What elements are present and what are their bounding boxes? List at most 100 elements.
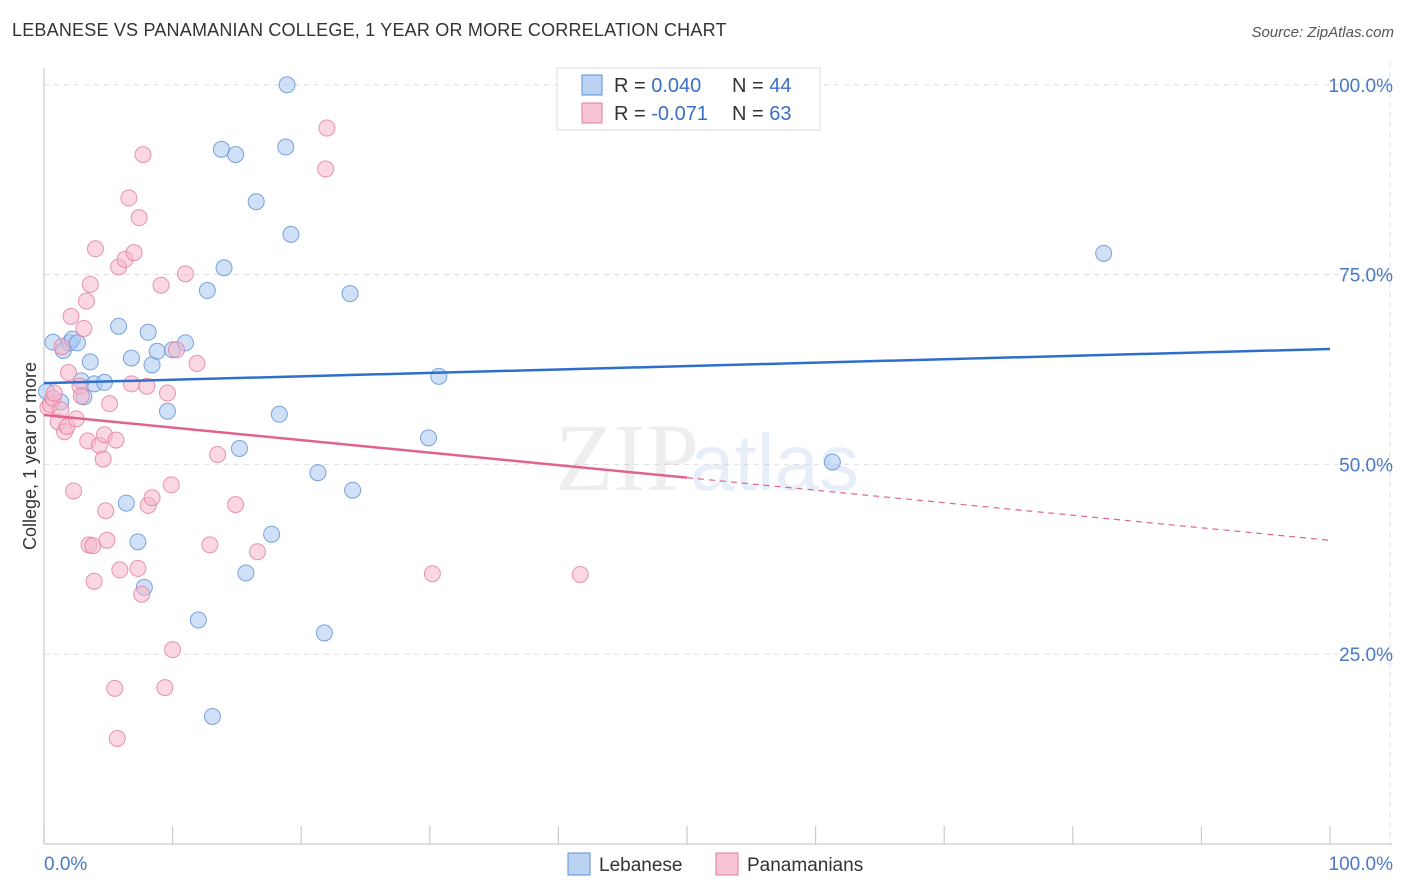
data-point-lebanese (344, 481, 362, 499)
legend-stat: R = -0.071 N = 63 (614, 103, 792, 125)
data-point-panamanians (122, 375, 140, 393)
data-point-panamanians (101, 395, 119, 413)
x-tick-label: 100.0% (1329, 854, 1394, 875)
data-point-panamanians (227, 496, 245, 514)
data-point-panamanians (318, 119, 336, 137)
data-point-lebanese (341, 285, 359, 303)
data-point-panamanians (248, 543, 266, 561)
watermark-zip: ZIP (555, 404, 699, 511)
bottom-legend-label: Lebanese (599, 855, 682, 876)
data-point-lebanese (420, 429, 438, 447)
data-point-panamanians (108, 729, 126, 747)
top-legend: R = 0.040 N = 44 R = -0.071 N = 63 (556, 67, 821, 131)
data-point-panamanians (209, 446, 227, 464)
data-point-lebanese (277, 138, 295, 156)
data-point-panamanians (81, 275, 99, 293)
x-tick-labels: 0.0% 100.0% (44, 854, 1393, 875)
data-point-lebanese (227, 146, 245, 164)
data-point-panamanians (97, 502, 115, 520)
legend-swatch (581, 74, 603, 96)
data-point-panamanians (317, 160, 335, 178)
data-point-panamanians (138, 377, 156, 395)
data-point-lebanese (230, 439, 248, 457)
data-point-lebanese (129, 533, 147, 551)
data-point-panamanians (143, 489, 161, 507)
data-point-lebanese (237, 564, 255, 582)
trend-line-extension (686, 477, 1331, 541)
data-point-panamanians (164, 641, 182, 659)
x-tick-label: 0.0% (44, 854, 87, 875)
data-point-lebanese (139, 323, 157, 341)
data-point-lebanese (117, 494, 135, 512)
trend-line-panamanians (43, 413, 688, 479)
data-point-panamanians (571, 565, 589, 583)
data-point-panamanians (86, 240, 104, 258)
data-point-lebanese (215, 259, 233, 277)
data-point-lebanese (81, 353, 99, 371)
data-point-panamanians (111, 561, 129, 579)
data-point-lebanese (189, 611, 207, 629)
data-point-panamanians (130, 209, 148, 227)
source-label: Source: ZipAtlas.com (1251, 24, 1394, 41)
data-point-panamanians (45, 384, 63, 402)
data-point-panamanians (423, 565, 441, 583)
data-point-panamanians (98, 531, 116, 549)
data-point-panamanians (65, 482, 83, 500)
data-point-panamanians (129, 559, 147, 577)
axes-layer (43, 68, 1392, 845)
bottom-legend-swatch (567, 852, 591, 876)
data-point-lebanese (1095, 244, 1113, 262)
data-point-panamanians (158, 384, 176, 402)
data-point-panamanians (176, 265, 194, 283)
trend-layer (43, 347, 1331, 541)
data-point-lebanese (263, 525, 281, 543)
data-point-panamanians (85, 572, 103, 590)
data-point-panamanians (77, 292, 95, 310)
data-point-panamanians (72, 387, 90, 405)
y-axis-label: College, 1 year or more (20, 362, 40, 550)
data-point-lebanese (278, 76, 296, 94)
data-point-panamanians (107, 431, 125, 449)
data-point-lebanese (158, 402, 176, 420)
bottom-legend-swatch (715, 852, 739, 876)
data-point-lebanese (68, 334, 86, 352)
legend-stat: R = 0.040 N = 44 (614, 75, 792, 97)
data-point-lebanese (122, 349, 140, 367)
data-point-panamanians (162, 476, 180, 494)
chart-title: LEBANESE VS PANAMANIAN COLLEGE, 1 YEAR O… (12, 20, 727, 40)
data-point-lebanese (110, 317, 128, 335)
data-point-panamanians (152, 276, 170, 294)
grid-layer (44, 62, 1391, 844)
y-tick-label: 50.0% (1339, 455, 1393, 476)
data-point-panamanians (201, 536, 219, 554)
data-point-lebanese (203, 707, 221, 725)
data-point-lebanese (270, 405, 288, 423)
data-point-lebanese (148, 342, 166, 360)
y-tick-label: 25.0% (1339, 645, 1393, 666)
data-point-panamanians (120, 189, 138, 207)
data-point-panamanians (106, 679, 124, 697)
data-point-lebanese (309, 464, 327, 482)
y-tick-labels: 25.0% 50.0% 75.0% 100.0% (1329, 76, 1394, 666)
data-point-panamanians (59, 364, 77, 382)
data-point-lebanese (315, 624, 333, 642)
data-point-panamanians (75, 319, 93, 337)
data-point-panamanians (125, 244, 143, 262)
trend-line-lebanese (43, 347, 1331, 385)
data-point-panamanians (167, 341, 185, 359)
data-point-lebanese (247, 193, 265, 211)
data-point-lebanese (430, 367, 448, 385)
legend-swatch (581, 102, 603, 124)
data-point-panamanians (62, 307, 80, 325)
data-point-lebanese (198, 282, 216, 300)
data-point-lebanese (212, 140, 230, 158)
data-point-panamanians (53, 338, 71, 356)
data-point-panamanians (84, 537, 102, 555)
bottom-legend-label: Panamanians (747, 855, 863, 876)
y-tick-label: 75.0% (1339, 266, 1393, 287)
data-point-panamanians (134, 146, 152, 164)
data-point-panamanians (94, 450, 112, 468)
watermark: ZIP atlas (555, 404, 859, 511)
data-point-lebanese (823, 453, 841, 471)
